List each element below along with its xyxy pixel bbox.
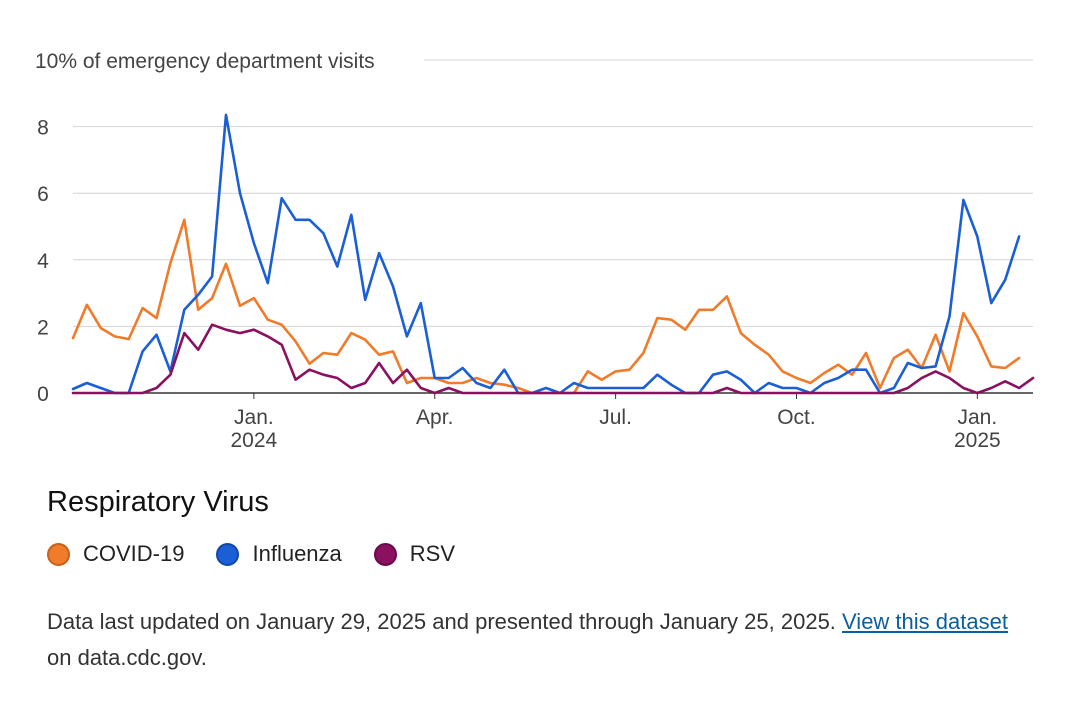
data-footnote: Data last updated on January 29, 2025 an… <box>47 604 1037 676</box>
x-tick-label: Jan. <box>957 406 997 429</box>
legend: COVID-19 Influenza RSV <box>47 541 487 567</box>
footnote-source: on data.cdc.gov. <box>47 645 207 670</box>
series-line-influenza[interactable] <box>71 113 1021 395</box>
y-tick-label: 0 <box>37 383 49 406</box>
legend-title: Respiratory Virus <box>47 486 269 518</box>
x-tick-label: Jan. <box>234 406 274 429</box>
covid-swatch-icon <box>47 542 70 566</box>
y-axis-label: 10% of emergency department visits <box>35 50 375 73</box>
legend-label-influenza: Influenza <box>252 541 342 566</box>
x-tick-label: Apr. <box>416 406 453 429</box>
y-tick-label: 2 <box>37 316 49 339</box>
x-tick-label: Oct. <box>777 406 816 429</box>
y-tick-label: 6 <box>37 183 49 206</box>
influenza-swatch-icon <box>216 542 240 566</box>
view-dataset-link[interactable]: View this dataset <box>842 609 1008 634</box>
x-tick-label: Jul. <box>599 406 632 429</box>
legend-item-influenza[interactable]: Influenza <box>216 541 342 567</box>
legend-label-rsv: RSV <box>409 541 456 566</box>
series-lines <box>71 113 1035 395</box>
rsv-swatch-icon <box>373 542 397 566</box>
legend-item-covid[interactable]: COVID-19 <box>47 541 184 567</box>
ylabel-backdrop <box>32 44 424 76</box>
series-line-rsv[interactable] <box>71 323 1035 395</box>
x-tick-year-label: 2025 <box>954 429 1001 452</box>
y-tick-label: 4 <box>37 250 49 273</box>
legend-label-covid: COVID-19 <box>83 541 185 566</box>
y-tick-label: 8 <box>37 117 49 140</box>
legend-item-rsv[interactable]: RSV <box>373 541 456 567</box>
x-tick-year-label: 2024 <box>231 429 278 452</box>
footnote-text: Data last updated on January 29, 2025 an… <box>47 609 843 634</box>
y-axis-ticks: 0 2 4 6 8 <box>37 117 49 406</box>
